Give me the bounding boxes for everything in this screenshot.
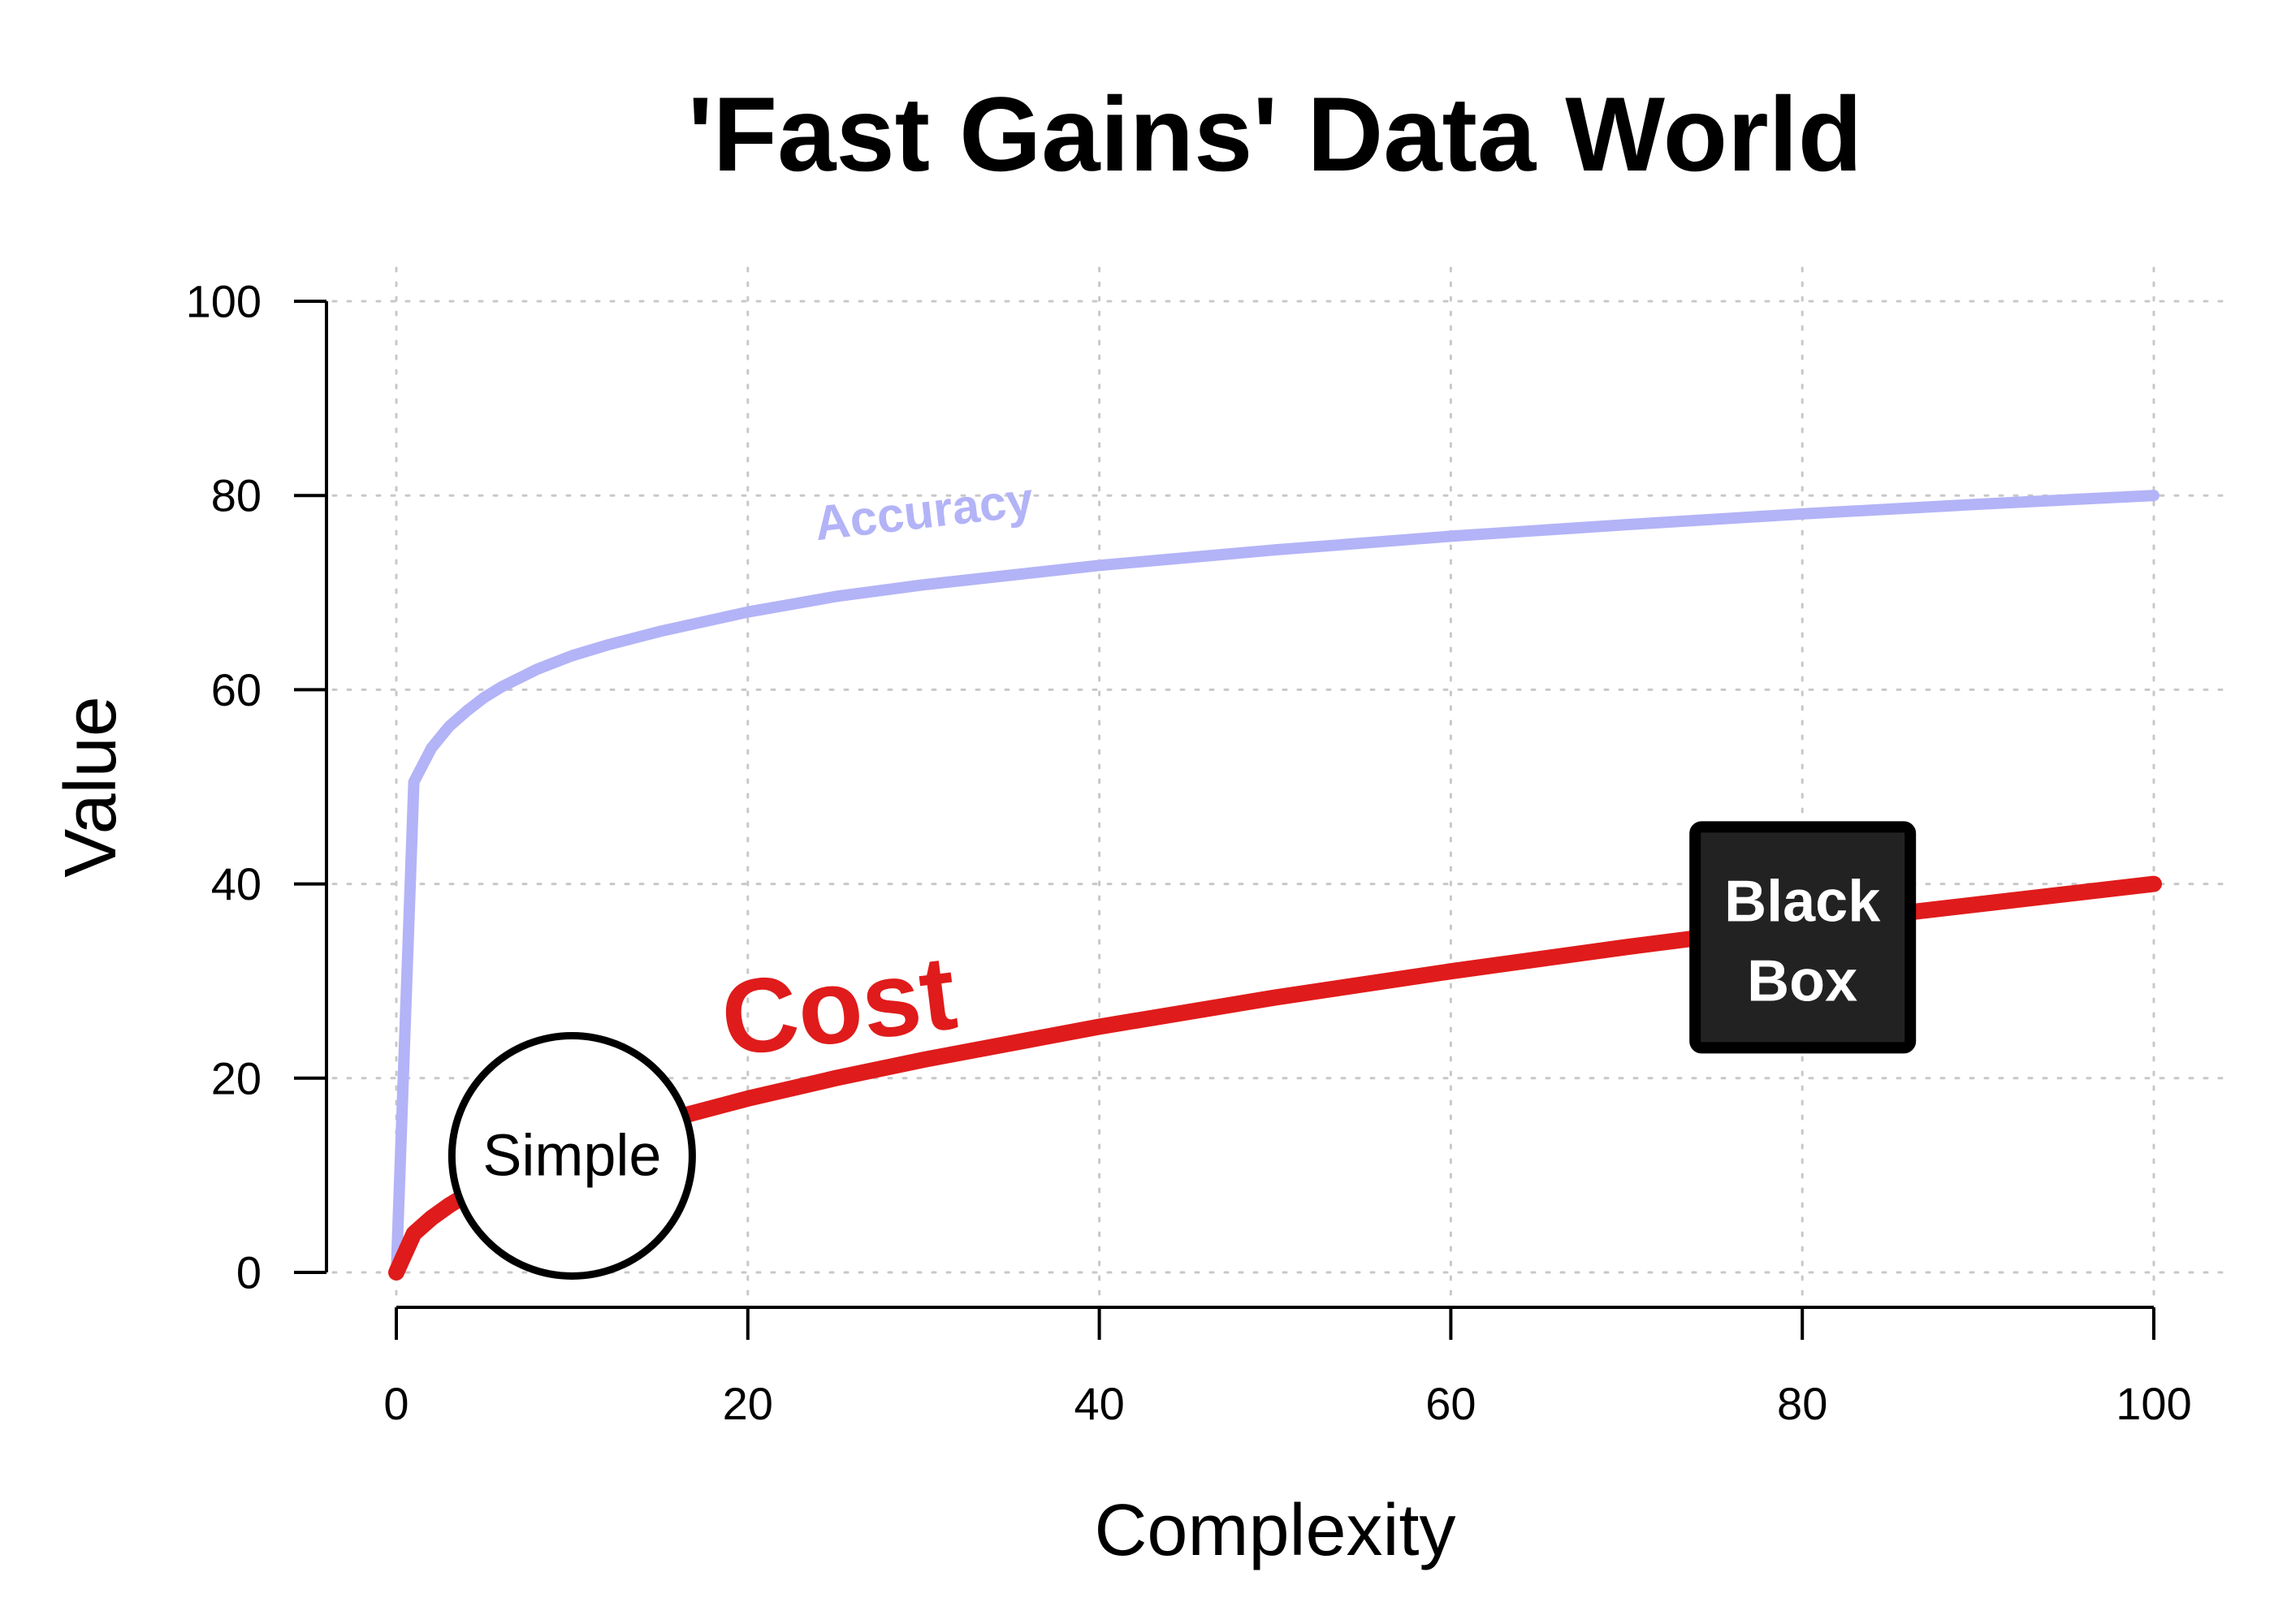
y-tick-label: 0 (236, 1247, 262, 1298)
black-box-label-line1: Black (1724, 869, 1881, 934)
simple-circle (447, 1031, 696, 1280)
chart-title: 'Fast Gains' Data World (688, 75, 1862, 193)
series-label-accuracy: Accuracy (812, 472, 1037, 551)
series-line-accuracy (391, 490, 2159, 1278)
x-tick-label: 60 (1425, 1378, 1476, 1429)
x-tick-label: 80 (1777, 1378, 1827, 1429)
x-axis-label: Complexity (1094, 1490, 1455, 1571)
x-tick-label: 40 (1074, 1378, 1124, 1429)
y-tick-label: 80 (211, 470, 262, 521)
y-axis-ticks: 0 20 40 60 80 100 (186, 276, 326, 1298)
y-tick-label: 100 (186, 276, 262, 327)
y-tick-label: 20 (211, 1052, 262, 1104)
x-tick-label: 100 (2116, 1378, 2191, 1429)
grid (331, 266, 2231, 1301)
y-tick-label: 40 (211, 858, 262, 909)
simple-label: Simple (482, 1123, 661, 1188)
simple-annotation: Simple (447, 1031, 696, 1280)
series-label-cost: Cost (715, 932, 962, 1078)
y-tick-label: 60 (211, 664, 262, 715)
x-tick-label: 0 (383, 1378, 409, 1429)
black-box-rect (1689, 821, 1917, 1054)
black-box-label-line2: Box (1747, 948, 1857, 1013)
x-axis-ticks: 0 20 40 60 80 100 (383, 1307, 2192, 1429)
black-box-annotation: Black Box (1689, 821, 1917, 1054)
x-tick-label: 20 (723, 1378, 773, 1429)
y-axis-label: Value (50, 696, 132, 878)
